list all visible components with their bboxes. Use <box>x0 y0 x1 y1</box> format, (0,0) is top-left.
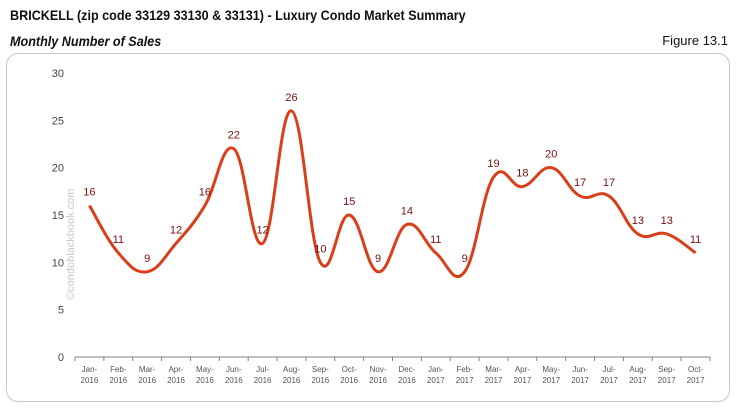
series-line <box>88 109 697 279</box>
data-label: 9 <box>375 253 381 265</box>
x-tick-label: Feb- <box>456 365 473 374</box>
y-tick-label: 25 <box>52 115 64 127</box>
x-tick-label: 2016 <box>311 376 329 385</box>
x-tick-label: 2017 <box>485 376 503 385</box>
data-label: 13 <box>661 215 673 227</box>
data-label: 12 <box>170 224 182 236</box>
x-tick-label: Apr- <box>168 365 183 374</box>
chart-title: BRICKELL (zip code 33129 33130 & 33131) … <box>10 7 466 23</box>
x-tick-label: May- <box>196 365 214 374</box>
x-tick-label: Nov- <box>370 365 387 374</box>
x-tick-label: Feb- <box>110 365 127 374</box>
x-tick-label: 2016 <box>283 376 301 385</box>
x-tick-label: 2016 <box>138 376 156 385</box>
x-tick-label: Sep- <box>312 365 329 374</box>
x-tick-label: 2017 <box>600 376 618 385</box>
data-label: 17 <box>574 177 586 189</box>
data-label: 12 <box>256 224 268 236</box>
data-label: 16 <box>83 187 95 199</box>
data-label: 16 <box>199 187 211 199</box>
x-tick-label: 2017 <box>427 376 445 385</box>
data-label: 9 <box>144 253 150 265</box>
y-tick-label: 20 <box>52 163 64 175</box>
x-tick-label: Jan- <box>428 365 444 374</box>
x-tick-label: Mar- <box>139 365 156 374</box>
x-tick-label: Aug- <box>629 365 646 374</box>
data-label: 18 <box>516 168 528 180</box>
data-label: 15 <box>343 196 355 208</box>
data-label: 14 <box>401 205 413 217</box>
data-label: 10 <box>314 243 326 255</box>
x-tick-label: 2016 <box>398 376 416 385</box>
x-tick-label: 2017 <box>687 376 705 385</box>
data-label: 13 <box>632 215 644 227</box>
x-tick-label: 2017 <box>542 376 560 385</box>
y-tick-label: 30 <box>52 68 64 80</box>
x-tick-label: Jun- <box>572 365 588 374</box>
y-tick-label: 0 <box>58 352 64 364</box>
data-label: 20 <box>545 149 557 161</box>
x-tick-label: 2016 <box>81 376 99 385</box>
chart-subtitle: Monthly Number of Sales <box>10 33 162 49</box>
x-tick-label: Jan- <box>82 365 98 374</box>
y-tick-label: 5 <box>58 305 64 317</box>
x-tick-label: Apr- <box>515 365 530 374</box>
chart-panel <box>6 53 730 402</box>
x-tick-label: 2017 <box>513 376 531 385</box>
y-tick-label: 10 <box>52 257 64 269</box>
data-label: 17 <box>603 177 615 189</box>
x-tick-label: Jul- <box>256 365 269 374</box>
data-label: 19 <box>487 158 499 170</box>
x-tick-label: Aug- <box>283 365 300 374</box>
x-tick-label: 2017 <box>571 376 589 385</box>
x-tick-label: 2016 <box>369 376 387 385</box>
x-tick-label: 2016 <box>225 376 243 385</box>
data-label: 11 <box>113 234 124 246</box>
x-tick-label: 2017 <box>456 376 474 385</box>
x-tick-label: 2016 <box>340 376 358 385</box>
x-tick-label: Jul- <box>603 365 616 374</box>
x-tick-label: 2016 <box>109 376 127 385</box>
x-tick-label: Oct- <box>688 365 703 374</box>
x-tick-label: 2016 <box>167 376 185 385</box>
data-label: 11 <box>690 234 701 246</box>
x-tick-label: Jun- <box>226 365 242 374</box>
data-label: 9 <box>462 253 468 265</box>
watermark: ©condoblackbook.com <box>65 189 77 300</box>
x-tick-label: 2017 <box>629 376 647 385</box>
x-tick-label: Mar- <box>485 365 502 374</box>
x-tick-label: 2016 <box>196 376 214 385</box>
data-label: 26 <box>285 92 297 104</box>
y-tick-label: 15 <box>52 210 64 222</box>
data-label: 22 <box>228 130 240 142</box>
figure-number: Figure 13.1 <box>662 33 728 48</box>
x-tick-label: May- <box>542 365 560 374</box>
data-label: 11 <box>430 234 441 246</box>
x-tick-label: 2017 <box>658 376 676 385</box>
x-tick-label: Dec- <box>398 365 415 374</box>
x-tick-label: Sep- <box>658 365 675 374</box>
x-tick-label: Oct- <box>342 365 357 374</box>
x-tick-label: 2016 <box>254 376 272 385</box>
